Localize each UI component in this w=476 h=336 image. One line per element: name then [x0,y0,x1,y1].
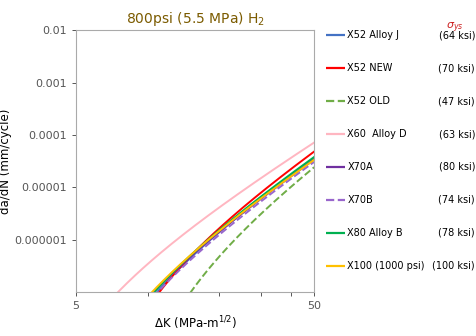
Text: (74 ksi): (74 ksi) [438,195,475,205]
Text: (80 ksi): (80 ksi) [438,162,475,172]
Title: 800psi (5.5 MPa) H$_2$: 800psi (5.5 MPa) H$_2$ [126,10,265,28]
Text: X70B: X70B [347,195,373,205]
Y-axis label: da/dN (mm/cycle): da/dN (mm/cycle) [0,109,12,214]
Text: X52 OLD: X52 OLD [347,96,390,106]
X-axis label: $\Delta$K (MPa-m$^{1/2}$): $\Delta$K (MPa-m$^{1/2}$) [154,314,237,332]
Text: X60  Alloy D: X60 Alloy D [347,129,407,139]
Text: (64 ksi): (64 ksi) [438,30,475,40]
Text: X70A: X70A [347,162,373,172]
Text: X52 NEW: X52 NEW [347,63,393,73]
Text: X100 (1000 psi): X100 (1000 psi) [347,261,425,271]
Text: X80 Alloy B: X80 Alloy B [347,228,403,238]
Text: X52 Alloy J: X52 Alloy J [347,30,399,40]
Text: (70 ksi): (70 ksi) [438,63,475,73]
Text: (47 ksi): (47 ksi) [438,96,475,106]
Text: $\sigma_{ys}$: $\sigma_{ys}$ [446,20,463,35]
Text: (100 ksi): (100 ksi) [432,261,475,271]
Text: (78 ksi): (78 ksi) [438,228,475,238]
Text: (63 ksi): (63 ksi) [438,129,475,139]
